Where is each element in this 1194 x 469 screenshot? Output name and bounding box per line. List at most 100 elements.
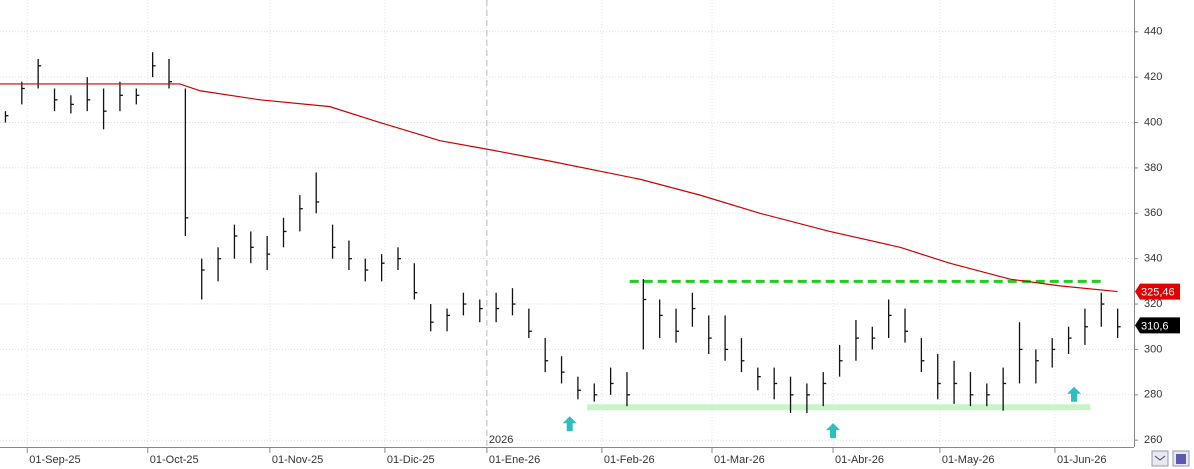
price-bar [413,263,418,300]
price-bar [430,304,434,332]
x-tick-label: 01-Jun-26 [1057,454,1107,466]
price-bar [1035,349,1039,384]
price-bar [871,326,876,350]
price-bar [380,254,385,282]
y-tick-label: 380 [1144,162,1162,174]
price-bar [102,88,107,130]
y-tick-label: 400 [1144,116,1162,128]
price-bar [152,52,156,78]
save-icon [1176,454,1186,464]
x-tick-label: 01-Oct-25 [150,454,199,466]
price-bar [560,356,565,384]
price-bar [1116,308,1121,339]
price-bar [201,258,205,300]
price-bar [53,88,58,112]
price-bar [397,247,401,271]
y-tick-label: 320 [1144,298,1162,310]
price-bar [822,372,827,407]
price-bar [479,299,483,323]
price-bar [855,319,859,361]
y-tick-label: 260 [1144,434,1162,446]
x-tick-label: 01-Nov-25 [272,454,323,466]
x-tick-label: 01-Feb-26 [604,454,655,466]
x-tick-label: 01-Ene-26 [489,454,540,466]
price-bar [4,111,9,123]
price-bar [511,288,516,316]
price-bar [626,372,630,407]
price-bar [364,258,369,282]
price-bar [986,383,990,407]
price-bar [708,315,712,354]
price-bar [969,372,974,407]
price-bar [315,172,320,214]
price-tag-label: 325,46 [1141,287,1175,299]
price-bar [528,308,532,339]
price-bar [888,299,892,339]
y-tick-label: 420 [1144,71,1162,83]
price-bar [266,235,271,271]
y-tick-label: 300 [1144,343,1162,355]
toolbar-buttons[interactable] [1151,450,1190,467]
x-tick-label: 01-Sep-25 [29,454,80,466]
price-bar [806,383,810,413]
price-bar [904,308,909,343]
price-bar [773,367,778,400]
price-bar [838,344,843,377]
moving-average [0,83,1118,293]
price-bar [1067,326,1072,354]
price-bar [659,299,663,339]
price-bar [348,240,352,271]
price-bar [446,308,451,332]
x-tick-label: 01-Abr-26 [835,454,884,466]
price-bar [119,81,123,112]
price-bar [577,376,581,400]
x-tick-label: 01-May-26 [942,454,995,466]
price-bar [740,338,745,373]
y-tick-label: 280 [1144,389,1162,401]
price-bar [21,81,25,105]
y-tick-label: 440 [1144,26,1162,38]
x-tick-label: 01-Dic-25 [387,454,435,466]
up-arrow [1067,386,1082,402]
price-bar [495,292,500,323]
price-bar [593,383,598,402]
price-bar [217,247,222,282]
scroll-icon [1154,455,1166,461]
price-bar [331,224,336,259]
scroll-button[interactable] [1151,450,1169,467]
price-bar [282,217,287,248]
price-bar [953,360,958,404]
year-label: 2026 [489,434,513,446]
price-bar [1051,338,1056,368]
y-tick-label: 360 [1144,207,1162,219]
price-tag-label: 310,6 [1141,320,1169,332]
price-bar [184,88,189,236]
price-bar [675,308,680,343]
price-bar [299,195,303,232]
price-bar [1100,292,1105,327]
price-tag [1135,317,1180,334]
price-bar [642,279,647,350]
price-bar [544,338,549,373]
up-arrow [562,416,577,432]
price-bar [1018,322,1023,384]
price-bar [86,77,91,112]
y-tick-label: 340 [1144,253,1162,265]
price-bar [233,224,238,259]
price-bar [724,315,729,361]
price-tag [1135,283,1180,300]
price-bar [250,231,254,264]
price-bar [920,338,925,373]
price-bar [1002,367,1007,411]
price-bar [609,367,614,395]
price-bar [135,88,140,105]
price-bar [789,376,794,413]
price-bar [757,367,761,391]
price-bar [1084,308,1088,345]
price-bar [937,353,941,400]
x-tick-label: 01-Mar-26 [714,454,765,466]
price-bar [691,292,696,327]
up-arrow [826,423,841,439]
